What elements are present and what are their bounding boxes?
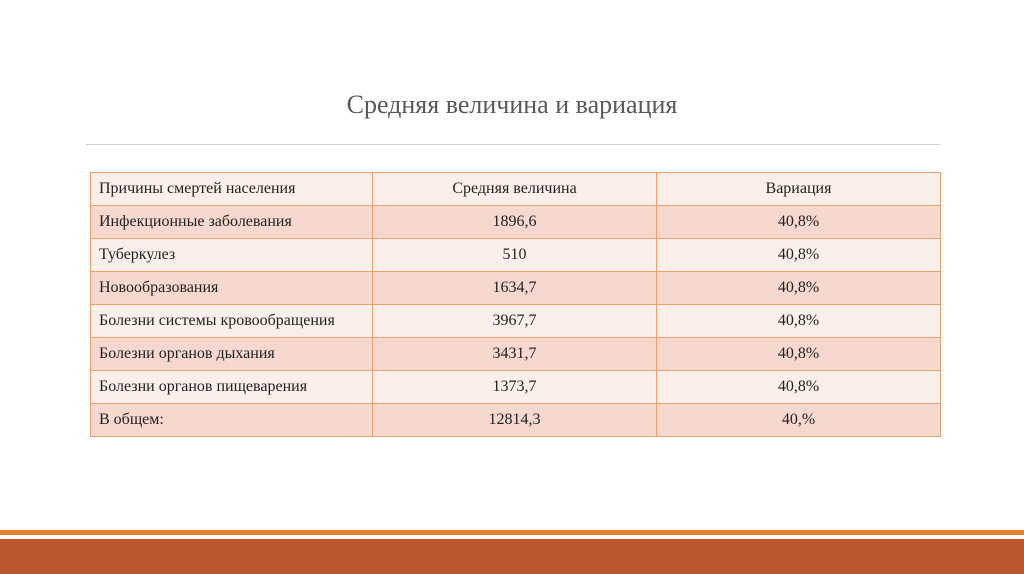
table-cell: Новообразования [90, 271, 373, 305]
table-cell: 1896,6 [372, 205, 657, 239]
table-cell: 40,8% [656, 337, 941, 371]
table-row: Инфекционные заболевания 1896,6 40,8% [90, 205, 941, 239]
column-header: Вариация [656, 172, 941, 206]
table-cell: 40,8% [656, 304, 941, 338]
column-header: Причины смертей населения [90, 172, 373, 206]
table-cell: 40,8% [656, 205, 941, 239]
table-row: В общем: 12814,3 40,% [90, 403, 941, 437]
table-cell: 510 [372, 238, 657, 272]
slide-title: Средняя величина и вариация [346, 90, 678, 119]
table-cell: 1634,7 [372, 271, 657, 305]
table-row: Новообразования 1634,7 40,8% [90, 271, 941, 305]
table-row: Болезни органов дыхания 3431,7 40,8% [90, 337, 941, 371]
data-table: Причины смертей населения Средняя величин… [90, 172, 941, 437]
divider [86, 144, 940, 145]
footer-bar [0, 539, 1024, 574]
table-row: Болезни органов пищеварения 1373,7 40,8% [90, 370, 941, 404]
table-cell: 40,% [656, 403, 941, 437]
table-cell: 40,8% [656, 238, 941, 272]
table-cell: 3431,7 [372, 337, 657, 371]
table-cell: 1373,7 [372, 370, 657, 404]
table-cell: 40,8% [656, 271, 941, 305]
table-row: Болезни системы кровообращения 3967,7 40,8… [90, 304, 941, 338]
header-row: Причины смертей населения Средняя величин… [90, 172, 941, 206]
table-cell: Болезни органов пищеварения [90, 370, 373, 404]
table-body: Причины смертей населения Средняя величин… [90, 172, 941, 437]
table-cell: 40,8% [656, 370, 941, 404]
table-cell: Болезни органов дыхания [90, 337, 373, 371]
table-cell: 12814,3 [372, 403, 657, 437]
table-row: Туберкулез 510 40,8% [90, 238, 941, 272]
table-cell: Туберкулез [90, 238, 373, 272]
column-header: Средняя величина [372, 172, 657, 206]
footer-stripe [0, 530, 1024, 535]
table-cell: Болезни системы кровообращения [90, 304, 373, 338]
table-cell: 3967,7 [372, 304, 657, 338]
table-cell: Инфекционные заболевания [90, 205, 373, 239]
table-cell: В общем: [90, 403, 373, 437]
